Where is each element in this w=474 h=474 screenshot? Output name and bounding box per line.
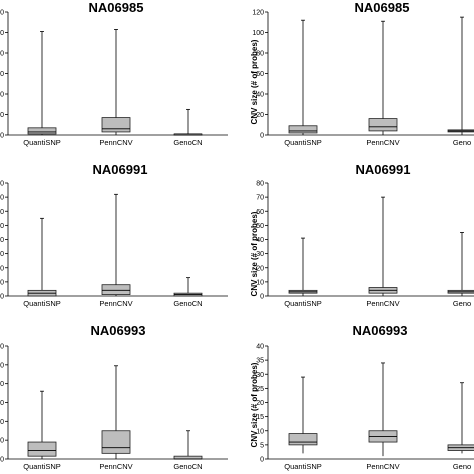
y-tick-label: 60 — [256, 71, 264, 78]
panel-na06985-right: NA06985 CNV size (# of probes) 0 20 40 60 80… — [250, 0, 474, 147]
y-tick-label: 20 — [256, 112, 264, 119]
y-tick-label: 0 — [0, 294, 4, 301]
category-label: QuantiSNP — [23, 299, 61, 308]
box-iqr — [27, 441, 57, 457]
category-label: PennCNV — [366, 299, 399, 308]
y-tick-label: 0 — [0, 181, 4, 188]
y-tick-label: 50 — [256, 223, 264, 230]
y-tick-label: 0 — [0, 457, 4, 464]
category-label: Geno — [453, 138, 471, 147]
y-tick-label: 20 — [256, 400, 264, 407]
y-axis-label: CNV size (# of probes) — [250, 211, 259, 296]
box-iqr — [288, 125, 318, 134]
panel-na06993-left: NA06993 0 0 0 0 0 0 0 QuantiSNP PennCNV GenoCN — [0, 323, 228, 471]
category-label: Geno — [453, 299, 471, 308]
category-label: QuantiSNP — [284, 299, 322, 308]
y-tick-label: 5 — [260, 442, 264, 449]
y-tick-label: 0 — [0, 362, 4, 369]
panel-title: NA06993 — [91, 323, 146, 338]
category-label: QuantiSNP — [23, 462, 61, 471]
category-label: PennCNV — [99, 462, 132, 471]
y-tick-label: 70 — [256, 195, 264, 202]
y-tick-label: 0 — [0, 133, 4, 140]
category-label: Geno — [453, 462, 471, 471]
y-tick-label: 0 — [0, 209, 4, 216]
y-tick-label: 0 — [260, 294, 264, 301]
y-tick-label: 0 — [0, 195, 4, 202]
box-iqr — [101, 117, 131, 133]
y-tick-label: 40 — [256, 237, 264, 244]
box-iqr — [101, 430, 131, 454]
y-tick-label: 0 — [0, 381, 4, 388]
panel-na06985-left: NA06985 0 0 0 0 0 0 0 QuantiSNP PennCNV GenoCN — [0, 0, 228, 147]
y-tick-label: 15 — [256, 414, 264, 421]
box-iqr — [368, 118, 398, 132]
box-iqr — [27, 127, 57, 135]
y-tick-label: 80 — [256, 51, 264, 58]
panel-na06991-left: NA06991 0 0 0 0 0 0 0 0 0 QuantiSNP PennCNV GenoCN — [0, 162, 228, 308]
y-tick-label: 0 — [0, 51, 4, 58]
y-tick-label: 40 — [256, 92, 264, 99]
y-tick-label: 120 — [252, 10, 264, 17]
category-label: QuantiSNP — [284, 138, 322, 147]
y-tick-label: 0 — [0, 237, 4, 244]
y-tick-label: 0 — [0, 265, 4, 272]
y-tick-label: 10 — [256, 279, 264, 286]
y-tick-label: 0 — [0, 251, 4, 258]
category-label: GenoCN — [173, 462, 202, 471]
y-axis-label: CNV size (# of probes) — [250, 362, 259, 447]
box-iqr — [288, 433, 318, 446]
y-tick-label: 30 — [256, 372, 264, 379]
y-tick-label: 40 — [256, 344, 264, 351]
y-axis-label: CNV size (# of probes) — [250, 39, 259, 124]
category-label: GenoCN — [173, 138, 202, 147]
y-tick-label: 0 — [0, 279, 4, 286]
category-label: PennCNV — [99, 299, 132, 308]
category-label: QuantiSNP — [284, 462, 322, 471]
y-tick-label: 100 — [252, 30, 264, 37]
y-tick-label: 0 — [0, 71, 4, 78]
y-tick-label: 80 — [256, 181, 264, 188]
y-tick-label: 0 — [0, 30, 4, 37]
y-tick-label: 0 — [0, 400, 4, 407]
panel-na06991-right: NA06991 CNV size (# of probes) 0 10 20 30 40… — [250, 162, 474, 308]
y-tick-label: 60 — [256, 209, 264, 216]
y-tick-label: 25 — [256, 386, 264, 393]
box-iqr — [101, 284, 131, 295]
panel-title: NA06985 — [355, 0, 410, 15]
y-tick-label: 30 — [256, 251, 264, 258]
y-tick-label: 0 — [0, 419, 4, 426]
panel-na06993-right: NA06993 CNV size (# of probes) 0 5 10 15 20 2… — [250, 323, 474, 471]
y-tick-label: 0 — [0, 223, 4, 230]
y-tick-label: 35 — [256, 358, 264, 365]
y-tick-label: 0 — [0, 438, 4, 445]
y-tick-label: 0 — [0, 92, 4, 99]
y-tick-label: 0 — [0, 10, 4, 17]
y-tick-label: 10 — [256, 428, 264, 435]
panel-title: NA06985 — [89, 0, 144, 15]
y-tick-label: 20 — [256, 265, 264, 272]
y-tick-label: 0 — [0, 112, 4, 119]
y-tick-label: 0 — [260, 133, 264, 140]
category-label: PennCNV — [366, 462, 399, 471]
y-tick-label: 0 — [0, 344, 4, 351]
y-tick-label: 0 — [260, 457, 264, 464]
panel-title: NA06991 — [93, 162, 148, 177]
panel-title: NA06991 — [356, 162, 411, 177]
category-label: PennCNV — [366, 138, 399, 147]
category-label: GenoCN — [173, 299, 202, 308]
panel-title: NA06993 — [353, 323, 408, 338]
category-label: PennCNV — [99, 138, 132, 147]
category-label: QuantiSNP — [23, 138, 61, 147]
